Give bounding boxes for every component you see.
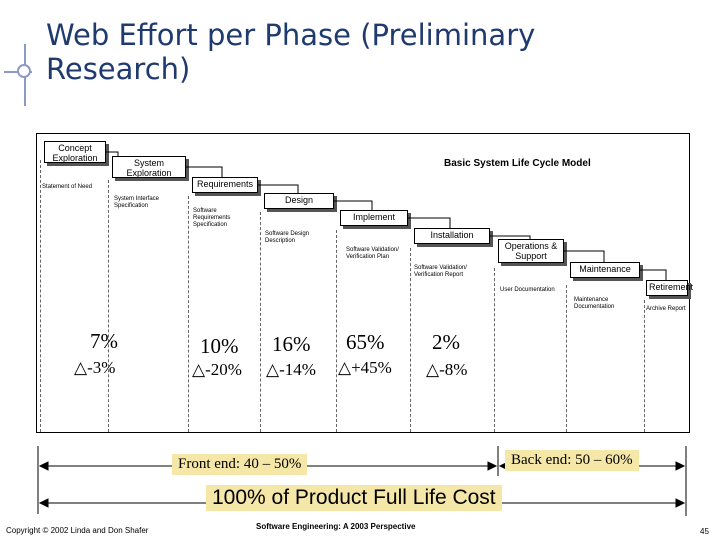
effort-percent: 65%	[346, 330, 385, 354]
footer-page-number: 45	[700, 527, 709, 536]
phase-box-concept-exploration: Concept Exploration	[44, 141, 106, 163]
effort-percent: 7%	[90, 329, 118, 353]
phase-box-system-exploration: System Exploration	[112, 156, 186, 178]
phase-divider	[40, 160, 41, 432]
phase-box-implement: Implement	[340, 210, 408, 226]
back-end-label: Back end: 50 – 60%	[505, 450, 639, 471]
delta-triangle-icon: △	[338, 358, 352, 377]
effort-percent: 10%	[200, 334, 239, 358]
delta-triangle-icon: △	[74, 358, 88, 377]
phase-divider	[644, 300, 645, 432]
phase-box-requirements: Requirements	[192, 177, 258, 193]
diagram-title: Basic System Life Cycle Model	[444, 158, 591, 169]
effort-percent: 16%	[272, 332, 311, 356]
doc-statement-of-need: Statement of Need	[42, 184, 93, 190]
effort-delta: △+45%	[338, 358, 392, 377]
phase-box-installation: Installation	[414, 228, 490, 244]
doc-user-documentation: User Documentation	[500, 287, 555, 293]
phase-divider	[410, 248, 411, 432]
delta-triangle-icon: △	[192, 360, 206, 379]
doc-software-design-description: Software Design Description	[265, 231, 310, 244]
phase-divider	[108, 180, 109, 432]
delta-triangle-icon: △	[266, 360, 280, 379]
footer-book-title: Software Engineering: A 2003 Perspective	[256, 522, 416, 531]
full-life-cost-label: 100% of Product Full Life Cost	[206, 485, 502, 511]
effort-percent: 2%	[432, 330, 460, 354]
title-rule-circle-icon	[17, 64, 31, 78]
phase-box-maintenance: Maintenance	[570, 262, 640, 278]
phase-box-retirement: Retirement	[646, 280, 693, 296]
doc-validation-report: Software Validation/ Verification Report	[414, 265, 467, 278]
phase-divider	[188, 196, 189, 432]
delta-triangle-icon: △	[426, 360, 440, 379]
effort-delta: △-3%	[74, 358, 116, 377]
phase-divider	[494, 268, 495, 432]
phase-box-operations-support: Operations & Support	[498, 239, 564, 263]
footer-copyright: Copyright © 2002 Linda and Don Shafer	[6, 526, 149, 535]
doc-validation-plan: Software Validation/ Verification Plan	[346, 247, 399, 260]
effort-delta: △-14%	[266, 360, 316, 379]
slide-title: Web Effort per Phase (Preliminary Resear…	[46, 18, 536, 86]
phase-box-design: Design	[264, 193, 334, 209]
phase-divider	[336, 230, 337, 432]
phase-divider	[566, 285, 567, 432]
doc-system-interface-spec: System Interface Specification	[114, 196, 160, 209]
front-end-label: Front end: 40 – 50%	[172, 454, 308, 475]
effort-delta: △-20%	[192, 360, 242, 379]
doc-software-requirements-spec: Software Requirements Specification	[193, 208, 231, 228]
doc-archive-report: Archive Report	[646, 306, 686, 312]
diagram-frame	[36, 133, 690, 433]
phase-divider	[260, 212, 261, 432]
doc-maintenance-documentation: Maintenance Documentation	[574, 297, 615, 310]
effort-delta: △-8%	[426, 360, 468, 379]
